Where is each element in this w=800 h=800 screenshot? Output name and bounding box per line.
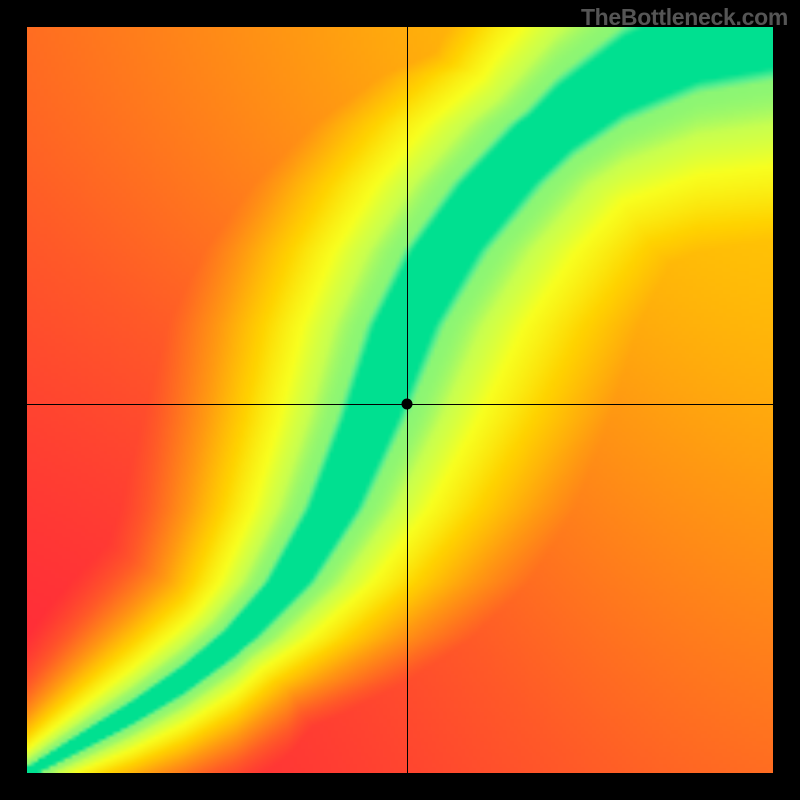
heatmap-canvas bbox=[27, 27, 773, 773]
crosshair-horizontal bbox=[27, 404, 773, 405]
watermark-text: TheBottleneck.com bbox=[581, 4, 788, 31]
heatmap-plot bbox=[27, 27, 773, 773]
marker-dot bbox=[401, 399, 412, 410]
